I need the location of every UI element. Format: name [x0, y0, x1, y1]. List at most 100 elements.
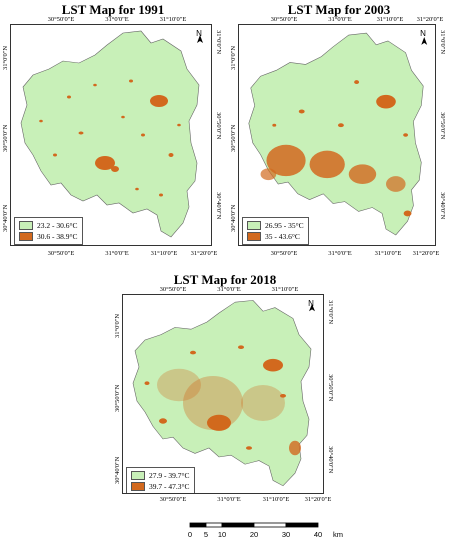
top-tick: 30°50'0"E — [47, 16, 75, 23]
north-arrow-icon: N — [416, 30, 430, 52]
hotspots — [39, 79, 181, 197]
legend-swatch-low — [247, 221, 261, 230]
legend-label: 30.6 - 38.9°C — [37, 232, 78, 241]
region-outline — [20, 30, 200, 238]
legend-label: 39.7 - 47.3°C — [149, 482, 190, 491]
bottom-tick: 31°0'0"E — [328, 250, 352, 257]
map-frame: 26.95 - 35°C 35 - 43.6°C — [238, 24, 436, 246]
legend-item: 35 - 43.6°C — [247, 231, 304, 242]
bottom-tick: 30°50'0"E — [47, 250, 75, 257]
top-tick: 31°0'0"E — [217, 286, 241, 293]
right-tick: 31°0'0"N — [327, 300, 334, 325]
bottom-tick: 31°20'0"E — [412, 250, 440, 257]
legend-label: 35 - 43.6°C — [265, 232, 300, 241]
left-tick: 30°40'0"N — [114, 456, 121, 484]
north-label: N — [420, 29, 426, 38]
lst-map-1991 — [20, 30, 203, 238]
legend-label: 27.9 - 39.7°C — [149, 471, 190, 480]
bottom-tick: 31°20'0"E — [304, 496, 332, 503]
scale-segment — [221, 522, 255, 528]
scale-tick-label: 10 — [217, 530, 227, 539]
legend-item: 26.95 - 35°C — [247, 220, 304, 231]
north-arrow — [421, 37, 428, 45]
legend-swatch-low — [131, 471, 145, 480]
left-tick: 31°0'0"N — [2, 45, 9, 70]
scale-segment — [205, 522, 223, 528]
right-tick: 31°0'0"N — [215, 30, 222, 55]
right-tick: 30°50'0"N — [439, 112, 446, 140]
scale-tick-label: 40 — [313, 530, 323, 539]
map-frame: 23.2 - 30.6°C 30.6 - 38.9°C — [10, 24, 212, 246]
hotspots — [260, 80, 412, 217]
bottom-tick: 31°0'0"E — [105, 250, 129, 257]
left-tick: 30°40'0"N — [230, 204, 237, 232]
legend-swatch-low — [19, 221, 33, 230]
scale-tick-label: 30 — [281, 530, 291, 539]
lst-map-2018 — [132, 300, 315, 487]
left-tick: 31°0'0"N — [114, 313, 121, 338]
scale-tick-label: 20 — [249, 530, 259, 539]
region-outline — [132, 300, 312, 487]
left-tick: 30°50'0"N — [2, 124, 9, 152]
bottom-tick: 31°10'0"E — [374, 250, 402, 257]
north-arrow — [309, 304, 315, 312]
bottom-tick: 31°10'0"E — [262, 496, 290, 503]
right-tick: 31°0'0"N — [439, 30, 446, 55]
scale-tick-label: 0 — [187, 530, 193, 539]
map-panel-1991: LST Map for 1991 30°50'0"E 31°0'0"E 31°1… — [0, 0, 226, 270]
north-label: N — [196, 29, 202, 38]
top-tick: 31°0'0"E — [328, 16, 352, 23]
bottom-tick: 31°20'0"E — [190, 250, 218, 257]
legend-item: 30.6 - 38.9°C — [19, 231, 78, 242]
legend-swatch-high — [131, 482, 145, 491]
right-tick: 30°40'0"N — [327, 446, 334, 474]
scale-bar: 0 5 10 20 30 40 km — [186, 522, 366, 546]
scale-bar-graphic — [189, 522, 319, 528]
scale-unit: km — [333, 530, 343, 539]
top-tick: 31°20'0"E — [416, 16, 444, 23]
legend: 26.95 - 35°C 35 - 43.6°C — [242, 217, 309, 245]
region-outline — [248, 32, 424, 236]
map-panel-2018: LST Map for 2018 30°50'0"E 31°0'0"E 31°1… — [112, 272, 338, 512]
scale-segment — [285, 522, 319, 528]
right-tick: 30°40'0"N — [439, 192, 446, 220]
top-tick: 31°10'0"E — [376, 16, 404, 23]
left-tick: 30°50'0"N — [230, 124, 237, 152]
legend-item: 39.7 - 47.3°C — [131, 481, 190, 492]
legend-label: 26.95 - 35°C — [265, 221, 304, 230]
legend-swatch-high — [19, 232, 33, 241]
left-tick: 31°0'0"N — [230, 45, 237, 70]
legend-swatch-high — [247, 232, 261, 241]
north-arrow — [197, 35, 203, 43]
left-tick: 30°50'0"N — [114, 384, 121, 412]
hotspots — [144, 345, 301, 456]
map-panel-2003: LST Map for 2003 30°50'0"E 31°0'0"E 31°1… — [228, 0, 450, 270]
legend: 27.9 - 39.7°C 39.7 - 47.3°C — [126, 467, 195, 493]
map-frame: 27.9 - 39.7°C 39.7 - 47.3°C — [122, 294, 324, 494]
top-tick: 31°10'0"E — [271, 286, 299, 293]
top-tick: 31°0'0"E — [105, 16, 129, 23]
legend-label: 23.2 - 30.6°C — [37, 221, 78, 230]
north-label: N — [308, 299, 314, 308]
right-tick: 30°40'0"N — [215, 192, 222, 220]
right-tick: 30°50'0"N — [327, 374, 334, 402]
map-title: LST Map for 2018 — [173, 272, 277, 287]
north-arrow-icon: N — [192, 30, 206, 52]
lst-map-2003 — [248, 32, 428, 236]
map-title: LST Map for 1991 — [61, 2, 165, 17]
top-tick: 31°10'0"E — [159, 16, 187, 23]
top-tick: 30°50'0"E — [270, 16, 298, 23]
bottom-tick: 31°10'0"E — [150, 250, 178, 257]
legend-item: 27.9 - 39.7°C — [131, 470, 190, 481]
legend: 23.2 - 30.6°C 30.6 - 38.9°C — [14, 217, 83, 245]
bottom-tick: 31°0'0"E — [217, 496, 241, 503]
scale-segment — [189, 522, 207, 528]
map-title: LST Map for 2003 — [287, 2, 391, 17]
bottom-tick: 30°50'0"E — [270, 250, 298, 257]
scale-segment — [253, 522, 287, 528]
left-tick: 30°40'0"N — [2, 204, 9, 232]
scale-tick-label: 5 — [203, 530, 209, 539]
north-arrow-icon: N — [304, 300, 318, 322]
bottom-tick: 30°50'0"E — [159, 496, 187, 503]
top-tick: 30°50'0"E — [159, 286, 187, 293]
